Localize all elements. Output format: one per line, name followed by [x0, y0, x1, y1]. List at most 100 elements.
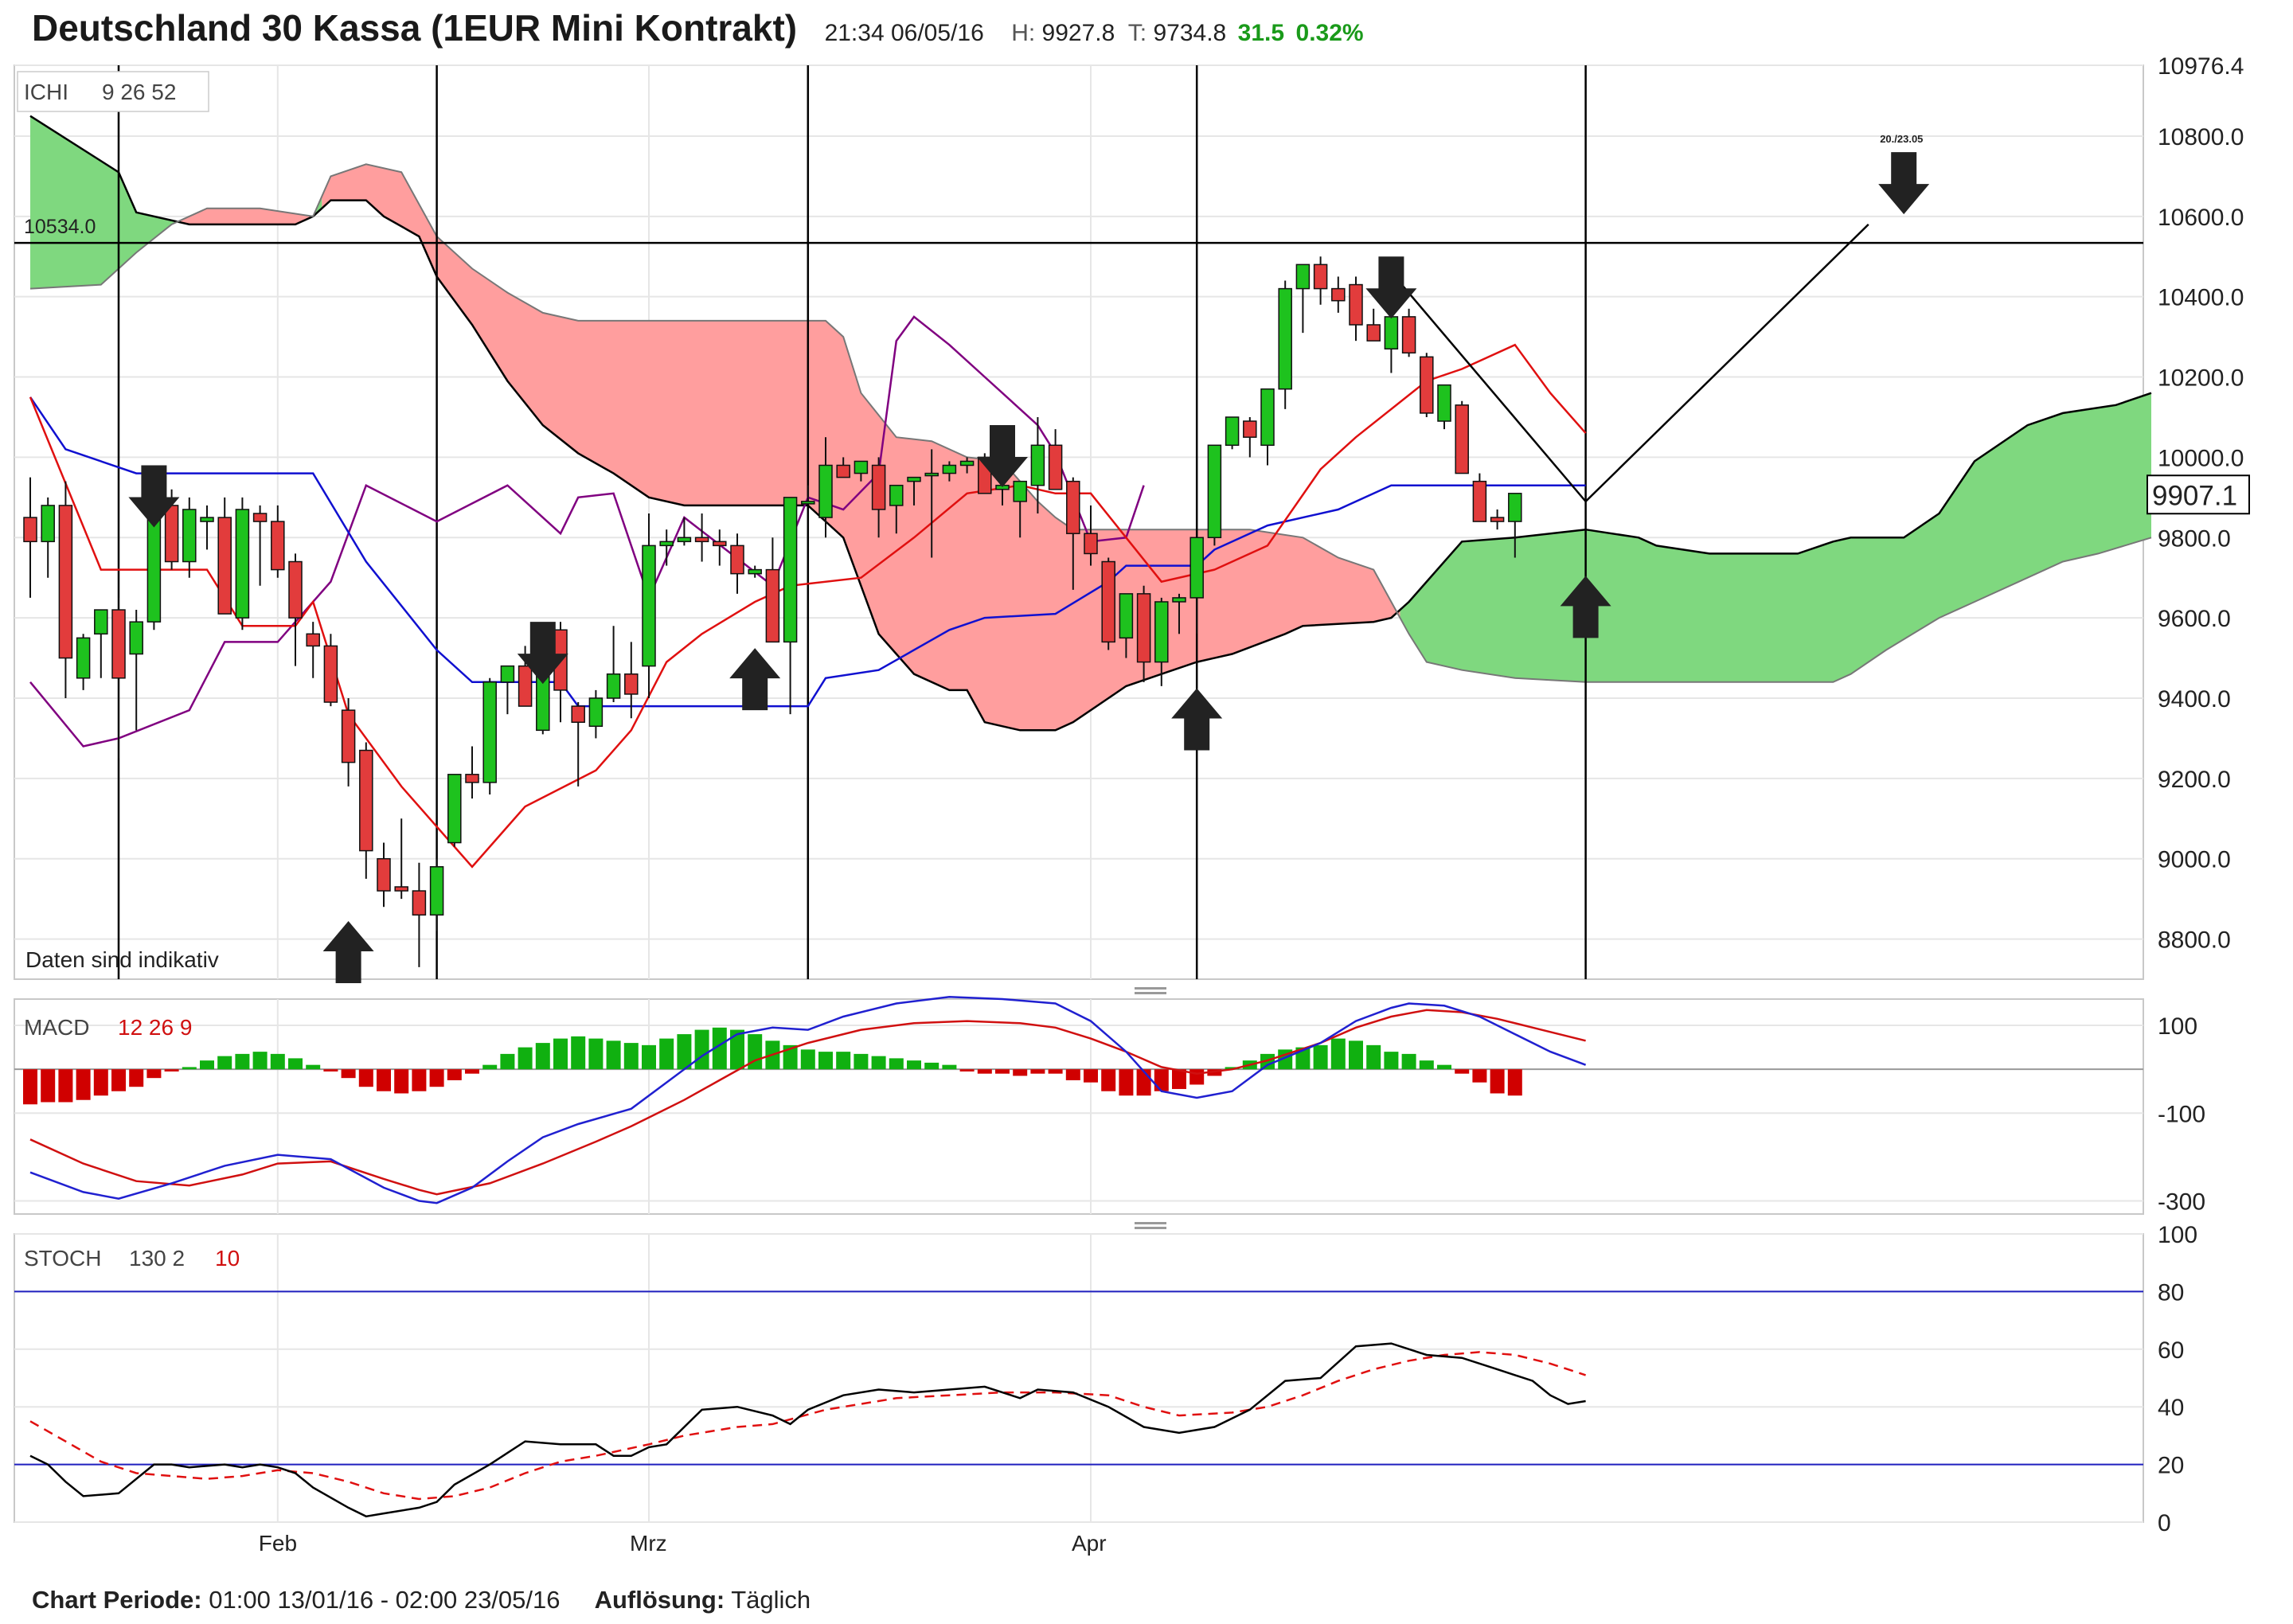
candle: [1349, 283, 1363, 326]
candle: [1401, 316, 1416, 354]
candle: [1331, 287, 1346, 302]
candle: [41, 505, 55, 543]
macd-histogram-bar: [1384, 1052, 1399, 1070]
macd-histogram-bar: [659, 1038, 674, 1070]
price-axis-label: 10976.4: [2158, 53, 2244, 80]
macd-histogram-bar: [1366, 1044, 1381, 1070]
candle: [447, 774, 462, 844]
macd-histogram-bar: [394, 1069, 409, 1094]
panel-frame: [14, 998, 2144, 1215]
macd-histogram-bar: [1065, 1069, 1080, 1080]
macd-histogram-bar: [482, 1064, 498, 1070]
macd-histogram-bar: [412, 1069, 427, 1091]
macd-histogram-bar: [288, 1058, 303, 1070]
header-change-pct: 0.32%: [1295, 20, 1364, 46]
trend-line: [1584, 224, 1869, 502]
kumo-cloud: [30, 115, 181, 289]
candle: [924, 472, 939, 477]
macd-histogram-bar: [1419, 1060, 1434, 1070]
price-axis-label: 9800.0: [2158, 525, 2231, 552]
price-axis-label: 10800.0: [2158, 124, 2244, 150]
candle: [217, 517, 232, 615]
header-low: T: 9734.8: [1128, 20, 1226, 46]
candle: [76, 637, 91, 679]
macd-histogram-bar: [23, 1069, 37, 1105]
panel-splitter: [1135, 992, 1166, 994]
chart-header: Deutschland 30 Kassa (1EUR Mini Kontrakt…: [32, 6, 1364, 49]
candle: [164, 505, 179, 563]
candle: [1455, 404, 1469, 474]
macd-histogram-bar: [1455, 1069, 1470, 1074]
candle: [854, 460, 869, 474]
current-price-label: 9907.1: [2152, 480, 2237, 511]
candle: [182, 509, 197, 563]
stoch-param-d: 10: [215, 1246, 240, 1271]
buy-arrow: [322, 921, 374, 984]
candle: [1048, 444, 1063, 490]
candle: [1472, 480, 1487, 522]
panel-frame: [14, 1233, 2144, 1523]
candle: [801, 501, 815, 505]
candle: [359, 749, 373, 852]
macd-histogram-bar: [889, 1058, 904, 1070]
macd-histogram-bar: [1507, 1069, 1522, 1096]
high-value: 9927.8: [1041, 20, 1115, 46]
macd-axis-label: -300: [2158, 1189, 2205, 1215]
macd-histogram-bar: [1472, 1069, 1487, 1083]
macd-histogram-bar: [1154, 1069, 1169, 1091]
price-pane: [14, 65, 2250, 984]
candle: [1101, 560, 1115, 643]
buy-arrow: [1560, 576, 1611, 638]
macd-histogram-bar: [694, 1029, 709, 1070]
macd-histogram-bar: [41, 1069, 56, 1103]
stoch-label: STOCH: [24, 1246, 102, 1271]
stoch-pane: [14, 1290, 2143, 1518]
candle: [271, 521, 285, 571]
panel-splitter: [1135, 1227, 1166, 1229]
candle: [94, 609, 108, 635]
macd-histogram-bar: [1349, 1040, 1363, 1070]
candle: [1384, 316, 1399, 349]
candle: [111, 609, 126, 679]
candle: [429, 866, 444, 916]
x-axis-label: Feb: [259, 1531, 297, 1556]
macd-histogram-bar: [306, 1064, 321, 1070]
macd-histogram-bar: [1260, 1053, 1275, 1070]
candle: [765, 568, 780, 643]
stoch-d-line: [29, 1351, 1586, 1501]
resistance-label: 10534.0: [24, 216, 96, 238]
macd-histogram-bar: [836, 1052, 851, 1070]
candle: [889, 484, 904, 506]
stoch-k-line: [29, 1342, 1586, 1518]
low-label: T:: [1127, 20, 1147, 46]
projection-label: 20./23.05: [1880, 133, 1923, 145]
ichi-label: ICHI: [24, 80, 68, 104]
stoch-axis-label: 100: [2158, 1222, 2197, 1248]
candle: [377, 857, 391, 892]
candle: [959, 460, 975, 467]
buy-arrow: [1171, 688, 1223, 751]
data-note: Daten sind indikativ: [25, 947, 219, 972]
chart-footer: Chart Periode: 01:00 13/01/16 - 02:00 23…: [32, 1586, 811, 1614]
macd-axis-label: 100: [2158, 1013, 2197, 1040]
kumo-cloud: [180, 208, 314, 224]
candle: [518, 665, 533, 707]
macd-histogram-bar: [942, 1064, 957, 1070]
candle: [713, 541, 727, 547]
candle: [1420, 356, 1434, 414]
macd-histogram-bar: [783, 1044, 798, 1070]
candle: [465, 774, 479, 783]
macd-histogram-bar: [712, 1027, 727, 1070]
x-axis-label: Mrz: [630, 1531, 667, 1556]
macd-histogram-bar: [535, 1043, 550, 1070]
candle: [323, 645, 338, 703]
macd-histogram-bar: [182, 1067, 197, 1070]
macd-histogram-bar: [1437, 1064, 1451, 1070]
candle: [818, 464, 833, 518]
price-axis-label: 9600.0: [2158, 606, 2231, 632]
candle: [412, 890, 427, 916]
macd-histogram-bar: [907, 1060, 921, 1070]
macd-histogram-bar: [588, 1038, 604, 1070]
macd-histogram-bar: [341, 1069, 356, 1079]
macd-histogram-bar: [76, 1069, 91, 1100]
